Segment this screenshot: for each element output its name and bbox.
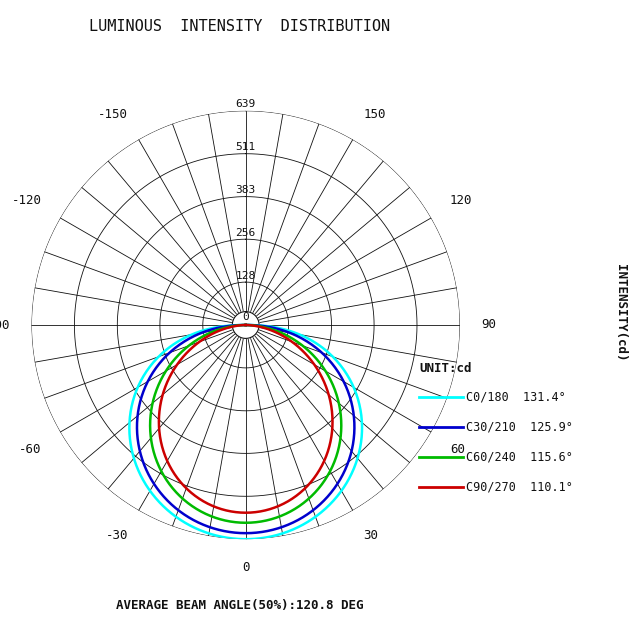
- Text: C30/210  125.9°: C30/210 125.9°: [466, 421, 573, 433]
- Text: -60: -60: [19, 442, 42, 456]
- Text: LUMINOUS  INTENSITY  DISTRIBUTION: LUMINOUS INTENSITY DISTRIBUTION: [89, 19, 390, 34]
- Text: C60/240  115.6°: C60/240 115.6°: [466, 451, 573, 463]
- Text: -150: -150: [98, 108, 128, 121]
- Text: -30: -30: [105, 529, 128, 542]
- Polygon shape: [232, 312, 259, 338]
- Text: 60: 60: [450, 442, 465, 456]
- Text: 128: 128: [236, 271, 256, 281]
- Text: 120: 120: [450, 194, 472, 208]
- Text: 0: 0: [242, 561, 249, 574]
- Text: UNIT:cd: UNIT:cd: [419, 362, 471, 376]
- Text: C90/270  110.1°: C90/270 110.1°: [466, 481, 573, 493]
- Text: -90: -90: [0, 319, 10, 331]
- Text: C0/180  131.4°: C0/180 131.4°: [466, 391, 566, 403]
- Text: INTENSITY(cd): INTENSITY(cd): [614, 264, 627, 361]
- Text: 511: 511: [236, 142, 256, 152]
- Text: 150: 150: [364, 108, 386, 121]
- Text: 639: 639: [236, 99, 256, 109]
- Text: 0: 0: [243, 312, 249, 322]
- Text: 30: 30: [364, 529, 379, 542]
- Text: AVERAGE BEAM ANGLE(50%):120.8 DEG: AVERAGE BEAM ANGLE(50%):120.8 DEG: [116, 599, 363, 612]
- Text: 90: 90: [481, 319, 496, 331]
- Text: 383: 383: [236, 185, 256, 195]
- Text: -120: -120: [11, 194, 42, 208]
- Text: 256: 256: [236, 228, 256, 238]
